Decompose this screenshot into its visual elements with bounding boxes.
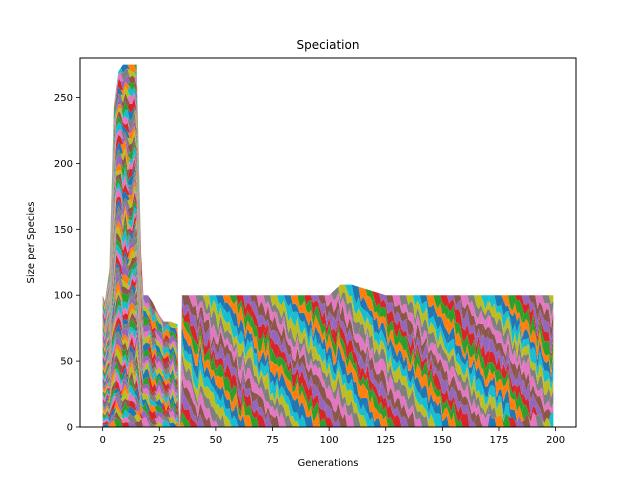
x-axis-ticks: 0 25 50 75 100 125 150 175 200 xyxy=(99,427,565,446)
species-area xyxy=(102,211,554,427)
x-tick-label: 125 xyxy=(376,435,395,446)
y-tick-label: 250 xyxy=(54,93,73,104)
species-area xyxy=(102,191,554,427)
x-tick-label: 75 xyxy=(266,435,279,446)
x-tick-label: 50 xyxy=(210,435,223,446)
x-tick-label: 150 xyxy=(433,435,452,446)
chart-title: Speciation xyxy=(297,38,360,52)
axes-frame xyxy=(79,57,577,428)
species-area xyxy=(102,411,554,427)
species-area xyxy=(102,304,554,427)
y-axis-ticks: 0 50 100 150 200 250 xyxy=(54,93,80,434)
x-tick-label: 175 xyxy=(489,435,508,446)
y-tick-label: 100 xyxy=(54,291,73,302)
species-area xyxy=(102,345,554,427)
species-area xyxy=(102,413,554,427)
x-axis-label: Generations xyxy=(298,458,359,469)
y-tick-label: 50 xyxy=(60,357,73,368)
y-axis-label: Size per Species xyxy=(26,202,37,284)
x-tick-label: 25 xyxy=(153,435,166,446)
y-tick-label: 200 xyxy=(54,159,73,170)
species-area xyxy=(102,312,554,427)
stacked-areas xyxy=(102,64,554,428)
species-area xyxy=(102,371,554,427)
species-area xyxy=(102,334,554,427)
plot-area xyxy=(79,57,577,428)
y-tick-label: 150 xyxy=(54,225,73,236)
x-tick-label: 100 xyxy=(320,435,339,446)
y-tick-label: 0 xyxy=(67,423,73,434)
x-tick-label: 200 xyxy=(546,435,565,446)
x-tick-label: 0 xyxy=(99,435,105,446)
